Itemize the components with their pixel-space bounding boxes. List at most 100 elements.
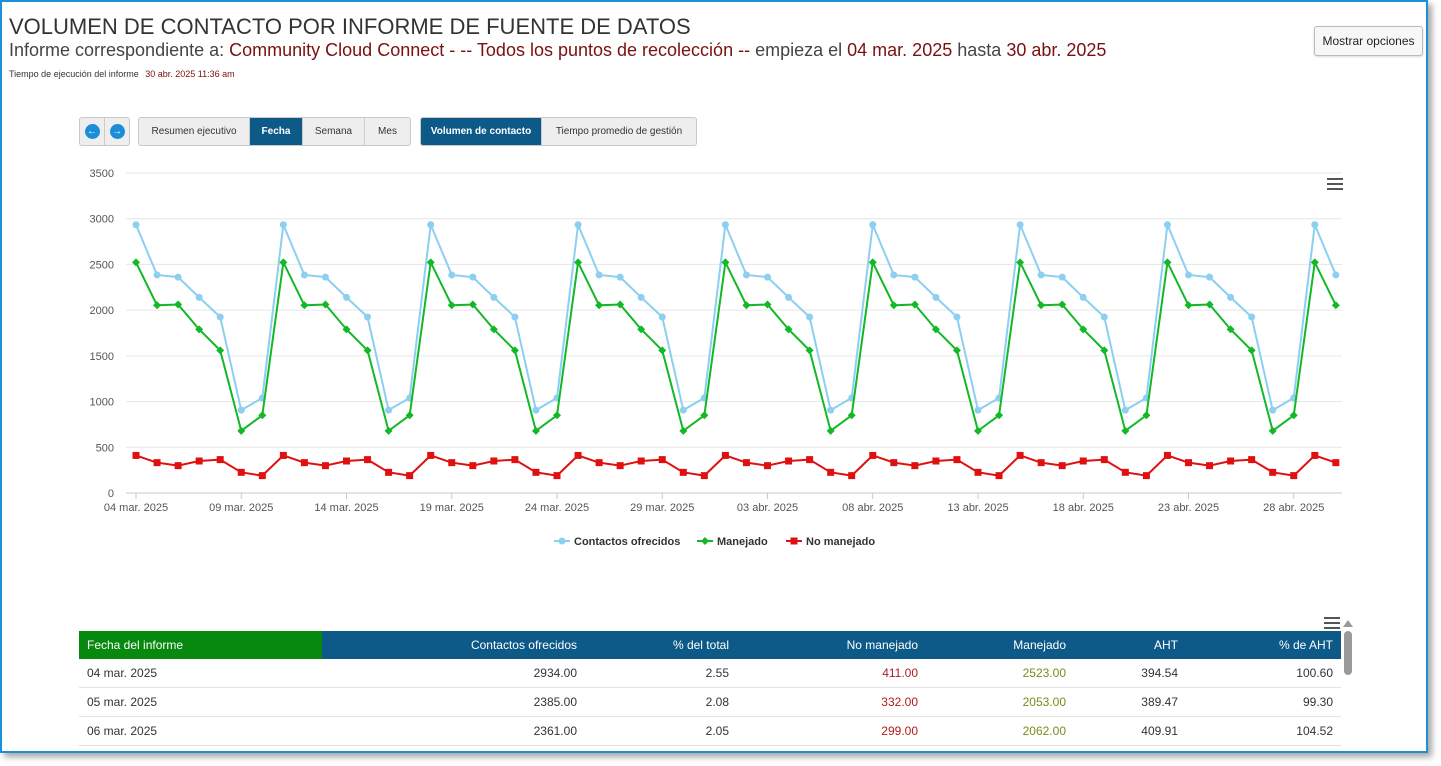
data-point <box>1227 293 1235 301</box>
x-tick-label: 24 mar. 2025 <box>525 502 589 514</box>
data-point <box>1121 468 1129 476</box>
data-point <box>385 406 393 414</box>
data-point <box>132 221 140 229</box>
subtitle-until: hasta <box>957 40 1002 60</box>
end-date: 30 abr. 2025 <box>1006 40 1107 60</box>
data-point <box>1290 472 1298 480</box>
tab-tiempo-promedio[interactable]: Tiempo promedio de gestión <box>541 118 696 145</box>
data-point <box>364 313 372 321</box>
data-point <box>974 468 982 476</box>
data-point <box>1121 406 1129 414</box>
scroll-thumb[interactable] <box>1344 631 1352 675</box>
data-point <box>448 271 456 279</box>
cell-pct-aht: 100.60 <box>1186 659 1341 688</box>
series-line-2 <box>135 454 1337 477</box>
x-tick-label: 03 abr. 2025 <box>737 502 798 514</box>
tab-fecha[interactable]: Fecha <box>249 118 302 145</box>
data-point <box>195 325 204 334</box>
col-manejado[interactable]: Manejado <box>926 631 1074 659</box>
data-point <box>321 462 329 470</box>
next-period-button[interactable]: → <box>104 118 129 145</box>
data-point <box>427 221 435 229</box>
data-point <box>469 462 477 470</box>
subtitle-points: - -- Todos los puntos de recolección -- <box>449 40 751 60</box>
data-point <box>489 325 498 334</box>
data-point <box>616 273 624 281</box>
x-tick-label: 18 abr. 2025 <box>1053 502 1114 514</box>
legend-marker <box>558 537 566 545</box>
runtime-value: 30 abr. 2025 11:36 am <box>145 69 235 79</box>
data-point <box>1016 221 1024 229</box>
data-point <box>1163 221 1171 229</box>
data-point <box>742 459 750 467</box>
data-point <box>532 406 540 414</box>
data-point <box>300 459 308 467</box>
col-fecha[interactable]: Fecha del informe <box>79 631 322 659</box>
data-point <box>1142 411 1151 420</box>
data-point <box>343 457 350 465</box>
cell-pct-total: 2.08 <box>585 687 737 717</box>
cell-pct-total: 2.55 <box>585 659 737 688</box>
data-point <box>1332 459 1340 467</box>
chart-menu-icon[interactable] <box>1327 178 1343 190</box>
data-point <box>953 313 961 321</box>
tab-semana[interactable]: Semana <box>302 118 364 145</box>
data-point <box>406 472 414 480</box>
data-point <box>806 456 814 464</box>
show-options-button[interactable]: Mostrar opciones <box>1314 26 1423 56</box>
data-point <box>1079 293 1087 301</box>
metric-tabs: Volumen de contacto Tiempo promedio de g… <box>420 117 697 146</box>
cell-fecha: 06 mar. 2025 <box>79 716 322 746</box>
tab-mes[interactable]: Mes <box>364 118 410 145</box>
data-point <box>364 456 372 464</box>
y-tick-label: 1500 <box>90 351 114 363</box>
data-point <box>805 346 814 355</box>
col-aht[interactable]: AHT <box>1074 631 1186 659</box>
y-tick-label: 3000 <box>90 214 114 226</box>
table-row[interactable]: 05 mar. 2025 2385.00 2.08 332.00 2053.00… <box>79 687 1341 717</box>
col-pct-total[interactable]: % del total <box>585 631 737 659</box>
data-point <box>216 456 224 464</box>
scroll-up-icon[interactable] <box>1343 620 1353 627</box>
cell-contactos: 2361.00 <box>322 716 585 746</box>
data-point <box>827 406 835 414</box>
table-menu-icon[interactable] <box>1324 617 1340 629</box>
prev-period-button[interactable]: ← <box>80 118 104 145</box>
data-point <box>1269 468 1277 476</box>
data-point <box>848 472 856 480</box>
data-point <box>658 456 666 464</box>
data-point <box>847 411 856 420</box>
data-point <box>279 258 288 267</box>
data-point <box>321 300 330 309</box>
table-row[interactable]: 04 mar. 2025 2934.00 2.55 411.00 2523.00… <box>79 659 1341 688</box>
tab-resumen-ejecutivo[interactable]: Resumen ejecutivo <box>151 126 237 137</box>
data-point <box>1100 346 1109 355</box>
col-pct-aht[interactable]: % de AHT <box>1186 631 1341 659</box>
data-point <box>1142 472 1150 480</box>
x-tick-label: 14 mar. 2025 <box>314 502 378 514</box>
legend-label: Contactos ofrecidos <box>574 536 680 548</box>
x-tick-label: 28 abr. 2025 <box>1263 502 1324 514</box>
cell-pct-total: 2.05 <box>585 716 737 746</box>
data-point <box>363 346 372 355</box>
data-point <box>511 456 519 464</box>
data-point <box>785 293 793 301</box>
series-line-1 <box>135 258 1337 433</box>
y-tick-label: 3500 <box>90 168 114 180</box>
data-point <box>658 346 667 355</box>
data-point <box>1058 462 1066 470</box>
data-point <box>490 457 498 465</box>
data-point <box>195 457 203 465</box>
table-header-row: Fecha del informe Contactos ofrecidos % … <box>79 631 1341 659</box>
x-tick-label: 29 mar. 2025 <box>630 502 694 514</box>
col-contactos[interactable]: Contactos ofrecidos <box>322 631 585 659</box>
table-scrollbar[interactable] <box>1343 620 1353 750</box>
data-point <box>679 468 687 476</box>
report-window: VOLUMEN DE CONTACTO POR INFORME DE FUENT… <box>0 0 1428 753</box>
data-point <box>763 300 772 309</box>
tab-volumen-de-contacto[interactable]: Volumen de contacto <box>421 118 541 145</box>
col-no-manejado[interactable]: No manejado <box>737 631 926 659</box>
data-point <box>721 258 730 267</box>
data-point <box>932 457 940 465</box>
table-row[interactable]: 06 mar. 2025 2361.00 2.05 299.00 2062.00… <box>79 716 1341 746</box>
